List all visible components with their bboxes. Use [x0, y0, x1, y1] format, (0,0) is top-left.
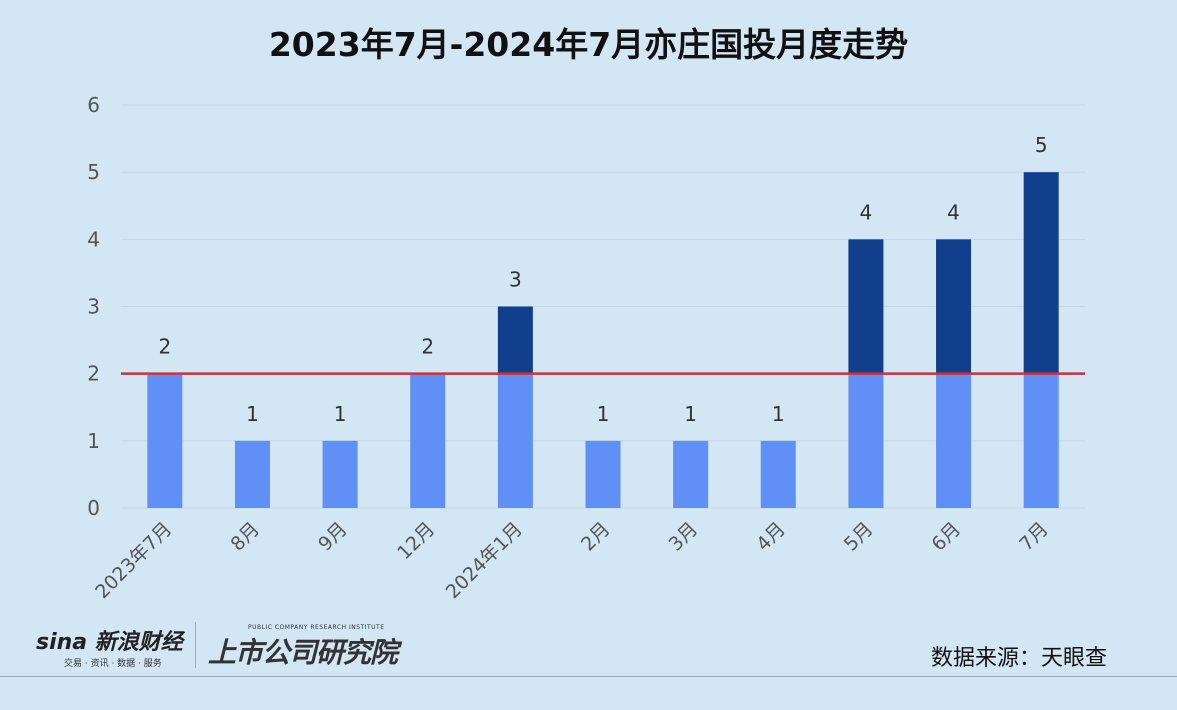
institute-english-name: PUBLIC COMPANY RESEARCH INSTITUTE [248, 624, 385, 631]
data-label: 2 [421, 335, 434, 359]
data-label: 1 [597, 402, 610, 426]
sina-finance-logo: sina 新浪财经 交易 · 资讯 · 数据 · 服务 [36, 624, 183, 669]
research-institute-logo: PUBLIC COMPANY RESEARCH INSTITUTE 上市公司研究… [208, 624, 398, 671]
x-tick-label: 7月 [1015, 518, 1053, 556]
data-label: 1 [246, 402, 259, 426]
bar-segment-above [936, 239, 972, 374]
x-tick-label: 6月 [928, 518, 966, 556]
footer-divider [0, 676, 1177, 677]
bar-segment-base [936, 373, 972, 508]
data-label: 1 [772, 402, 785, 426]
bar-segment-base [760, 440, 796, 508]
bar-segment-above [497, 306, 533, 374]
data-label: 5 [1035, 133, 1048, 157]
bar-segment-base [848, 373, 884, 508]
y-tick-label: 4 [87, 227, 100, 251]
x-tick-label: 2月 [577, 518, 615, 556]
bar-segment-above [848, 239, 884, 374]
y-tick-label: 6 [87, 93, 100, 117]
x-tick-label: 12月 [393, 518, 439, 564]
bar-segment-base [673, 440, 709, 508]
bar-segment-base [322, 440, 358, 508]
x-tick-label: 8月 [226, 518, 264, 556]
y-tick-label: 0 [87, 496, 100, 520]
sina-logo-text: sina 新浪财经 [36, 630, 183, 655]
x-tick-label: 5月 [840, 518, 878, 556]
bar-segment-above [1023, 172, 1059, 374]
data-label: 1 [684, 402, 697, 426]
y-tick-label: 2 [87, 362, 100, 386]
y-tick-label: 3 [87, 295, 100, 319]
x-tick-label: 3月 [665, 518, 703, 556]
data-source: 数据来源：天眼查 [930, 646, 1107, 671]
logo-divider [195, 622, 196, 668]
data-label: 3 [509, 268, 522, 292]
y-tick-label: 1 [87, 429, 100, 453]
data-label: 4 [860, 200, 873, 224]
bar-segment-base [234, 440, 270, 508]
bar-segment-base [497, 373, 533, 508]
sina-logo-subtitle: 交易 · 资讯 · 数据 · 服务 [64, 659, 162, 669]
y-tick-label: 5 [87, 160, 100, 184]
x-tick-label: 2024年1月 [442, 518, 527, 603]
bar-segment-base [147, 373, 183, 508]
data-label: 1 [334, 402, 347, 426]
x-tick-label: 9月 [314, 518, 352, 556]
x-tick-label: 4月 [752, 518, 790, 556]
x-tick-label: 2023年7月 [91, 518, 176, 603]
data-label: 4 [947, 200, 960, 224]
bar-segment-base [585, 440, 621, 508]
institute-chinese-name: 上市公司研究院 [208, 636, 398, 669]
chart-title: 2023年7月-2024年7月亦庄国投月度走势 [268, 25, 909, 64]
bar-segment-base [410, 373, 446, 508]
data-label: 2 [158, 335, 171, 359]
bar-segment-base [1023, 373, 1059, 508]
